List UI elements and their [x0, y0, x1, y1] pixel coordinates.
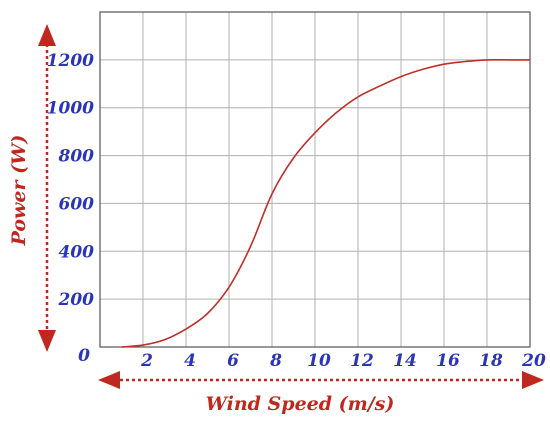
origin-label: 0: [78, 346, 90, 366]
y-tick-labels: 200 400 600 800 1000 1200: [47, 51, 94, 310]
power-curve-line: [121, 58, 530, 348]
y-axis-title: Power (W): [8, 135, 30, 247]
x-tick-label: 2: [140, 351, 153, 371]
x-tick-label: 4: [184, 351, 196, 371]
x-tick-label: 20: [521, 351, 546, 371]
x-tick-label: 8: [269, 351, 282, 371]
x-axis-arrow: [98, 371, 544, 389]
y-axis-arrow: [38, 24, 56, 352]
x-tick-label: 18: [479, 351, 503, 371]
y-tick-label: 800: [58, 147, 95, 167]
plot-frame: [99, 11, 531, 348]
x-tick-label: 16: [436, 351, 460, 371]
x-tick-label: 6: [227, 351, 239, 371]
y-tick-label: 600: [59, 194, 95, 214]
y-tick-label: 1000: [47, 99, 94, 119]
x-tick-labels: 2 4 6 8 10 12 14 16 18 20: [140, 351, 546, 371]
x-tick-label: 14: [393, 351, 417, 371]
y-tick-label: 1200: [47, 51, 94, 71]
grid: [100, 12, 530, 347]
y-tick-label: 200: [58, 290, 95, 310]
x-tick-label: 10: [307, 351, 331, 371]
x-tick-label: 12: [350, 351, 374, 371]
x-axis-title: Wind Speed (m/s): [206, 393, 395, 415]
y-tick-label: 400: [59, 242, 95, 262]
